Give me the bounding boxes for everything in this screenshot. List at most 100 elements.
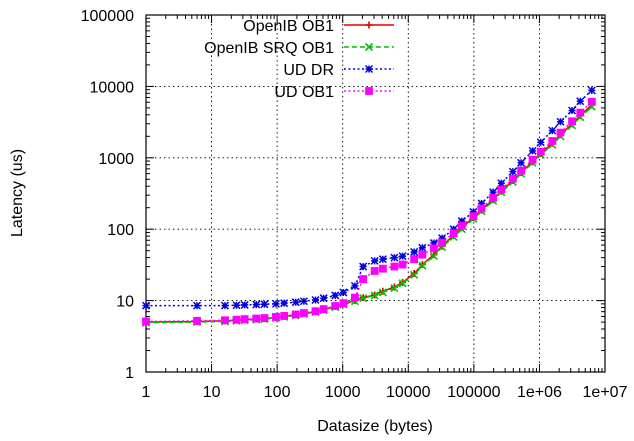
data-point — [548, 126, 557, 135]
data-point — [536, 147, 545, 156]
data-point — [587, 97, 596, 106]
series-line — [146, 89, 593, 307]
data-point — [220, 301, 229, 310]
data-point — [497, 185, 506, 194]
data-point — [271, 299, 281, 308]
series-line — [145, 101, 593, 323]
data-point — [398, 279, 407, 288]
data-point — [497, 179, 506, 188]
data-point — [319, 305, 328, 314]
data-point — [378, 264, 387, 273]
legend: OpenIB OB1 OpenIB SRQ OB1 UD DR UD OB1 — [204, 18, 394, 101]
data-point — [331, 291, 340, 300]
data-point — [339, 288, 348, 297]
data-point — [378, 288, 387, 297]
x-axis-title: Datasize (bytes) — [317, 418, 433, 435]
data-point — [536, 138, 545, 147]
legend-label: UD OB1 — [274, 84, 334, 101]
legend-entry: OpenIB SRQ OB1 — [204, 40, 394, 57]
y-tick-label: 10000 — [90, 79, 135, 96]
legend-marker — [364, 42, 374, 52]
data-point — [528, 155, 537, 164]
legend-marker — [365, 21, 373, 29]
x-tick-label: 100000 — [447, 384, 500, 401]
data-point — [449, 229, 458, 238]
data-point — [418, 261, 427, 270]
data-point — [398, 260, 407, 269]
series-3 — [142, 97, 596, 326]
data-point — [378, 255, 387, 264]
legend-entry: UD DR — [283, 62, 394, 79]
data-point — [370, 267, 379, 275]
data-point — [556, 128, 565, 137]
y-tick-label: 100000 — [81, 8, 134, 25]
data-point — [489, 188, 498, 197]
data-point — [449, 225, 458, 234]
data-point — [489, 193, 498, 202]
legend-entry: OpenIB OB1 — [243, 18, 394, 35]
data-point — [272, 313, 280, 321]
data-point — [418, 250, 427, 259]
data-point — [457, 217, 466, 226]
data-point — [350, 281, 359, 291]
data-point — [587, 86, 596, 95]
tick-marks — [145, 14, 606, 373]
data-point — [390, 253, 399, 262]
series-line — [145, 106, 593, 324]
data-point — [193, 316, 201, 325]
data-point — [410, 247, 419, 256]
data-point — [576, 97, 585, 106]
data-point — [528, 146, 537, 155]
data-point — [300, 309, 308, 317]
y-tick-label: 1 — [125, 365, 134, 382]
data-point — [240, 300, 249, 309]
x-tick-label: 10000 — [386, 384, 431, 401]
legend-label: UD DR — [283, 62, 334, 79]
legend-marker — [365, 87, 373, 95]
data-point — [457, 221, 466, 230]
data-point — [291, 310, 300, 319]
legend-entry: UD OB1 — [274, 84, 394, 101]
legend-label: OpenIB OB1 — [243, 18, 334, 35]
x-tick-label: 1e+06 — [517, 384, 562, 401]
data-point — [429, 239, 438, 248]
series-layer — [141, 86, 596, 327]
x-tick-label: 1000 — [325, 384, 361, 401]
data-point — [331, 302, 340, 310]
data-point — [548, 137, 557, 145]
data-point — [390, 262, 399, 271]
data-point — [142, 317, 150, 326]
data-point — [252, 300, 261, 309]
data-point — [477, 199, 486, 208]
data-point — [311, 295, 320, 305]
plot-frame — [145, 14, 606, 373]
data-point — [418, 243, 427, 252]
y-tick-label: 1000 — [98, 151, 134, 168]
data-point — [517, 158, 526, 167]
data-point — [429, 252, 438, 261]
data-point — [410, 270, 419, 279]
data-point — [351, 293, 359, 302]
y-axis-title: Latency (us) — [9, 149, 26, 237]
data-point — [252, 314, 261, 323]
series-2 — [141, 86, 596, 310]
data-point — [232, 301, 241, 310]
data-point — [390, 283, 399, 293]
data-point — [221, 316, 229, 325]
data-point — [359, 294, 368, 303]
legend-label: OpenIB SRQ OB1 — [204, 40, 334, 57]
data-point — [469, 212, 478, 221]
data-point — [141, 301, 151, 310]
y-tick-label: 100 — [107, 222, 134, 239]
y-tick-label: 10 — [116, 294, 134, 311]
data-point — [260, 300, 269, 309]
data-point — [280, 299, 289, 308]
data-point — [311, 307, 320, 316]
data-point — [469, 207, 478, 216]
legend-marker — [364, 64, 374, 74]
data-point — [477, 204, 486, 213]
data-point — [568, 106, 577, 115]
data-point — [438, 234, 447, 243]
